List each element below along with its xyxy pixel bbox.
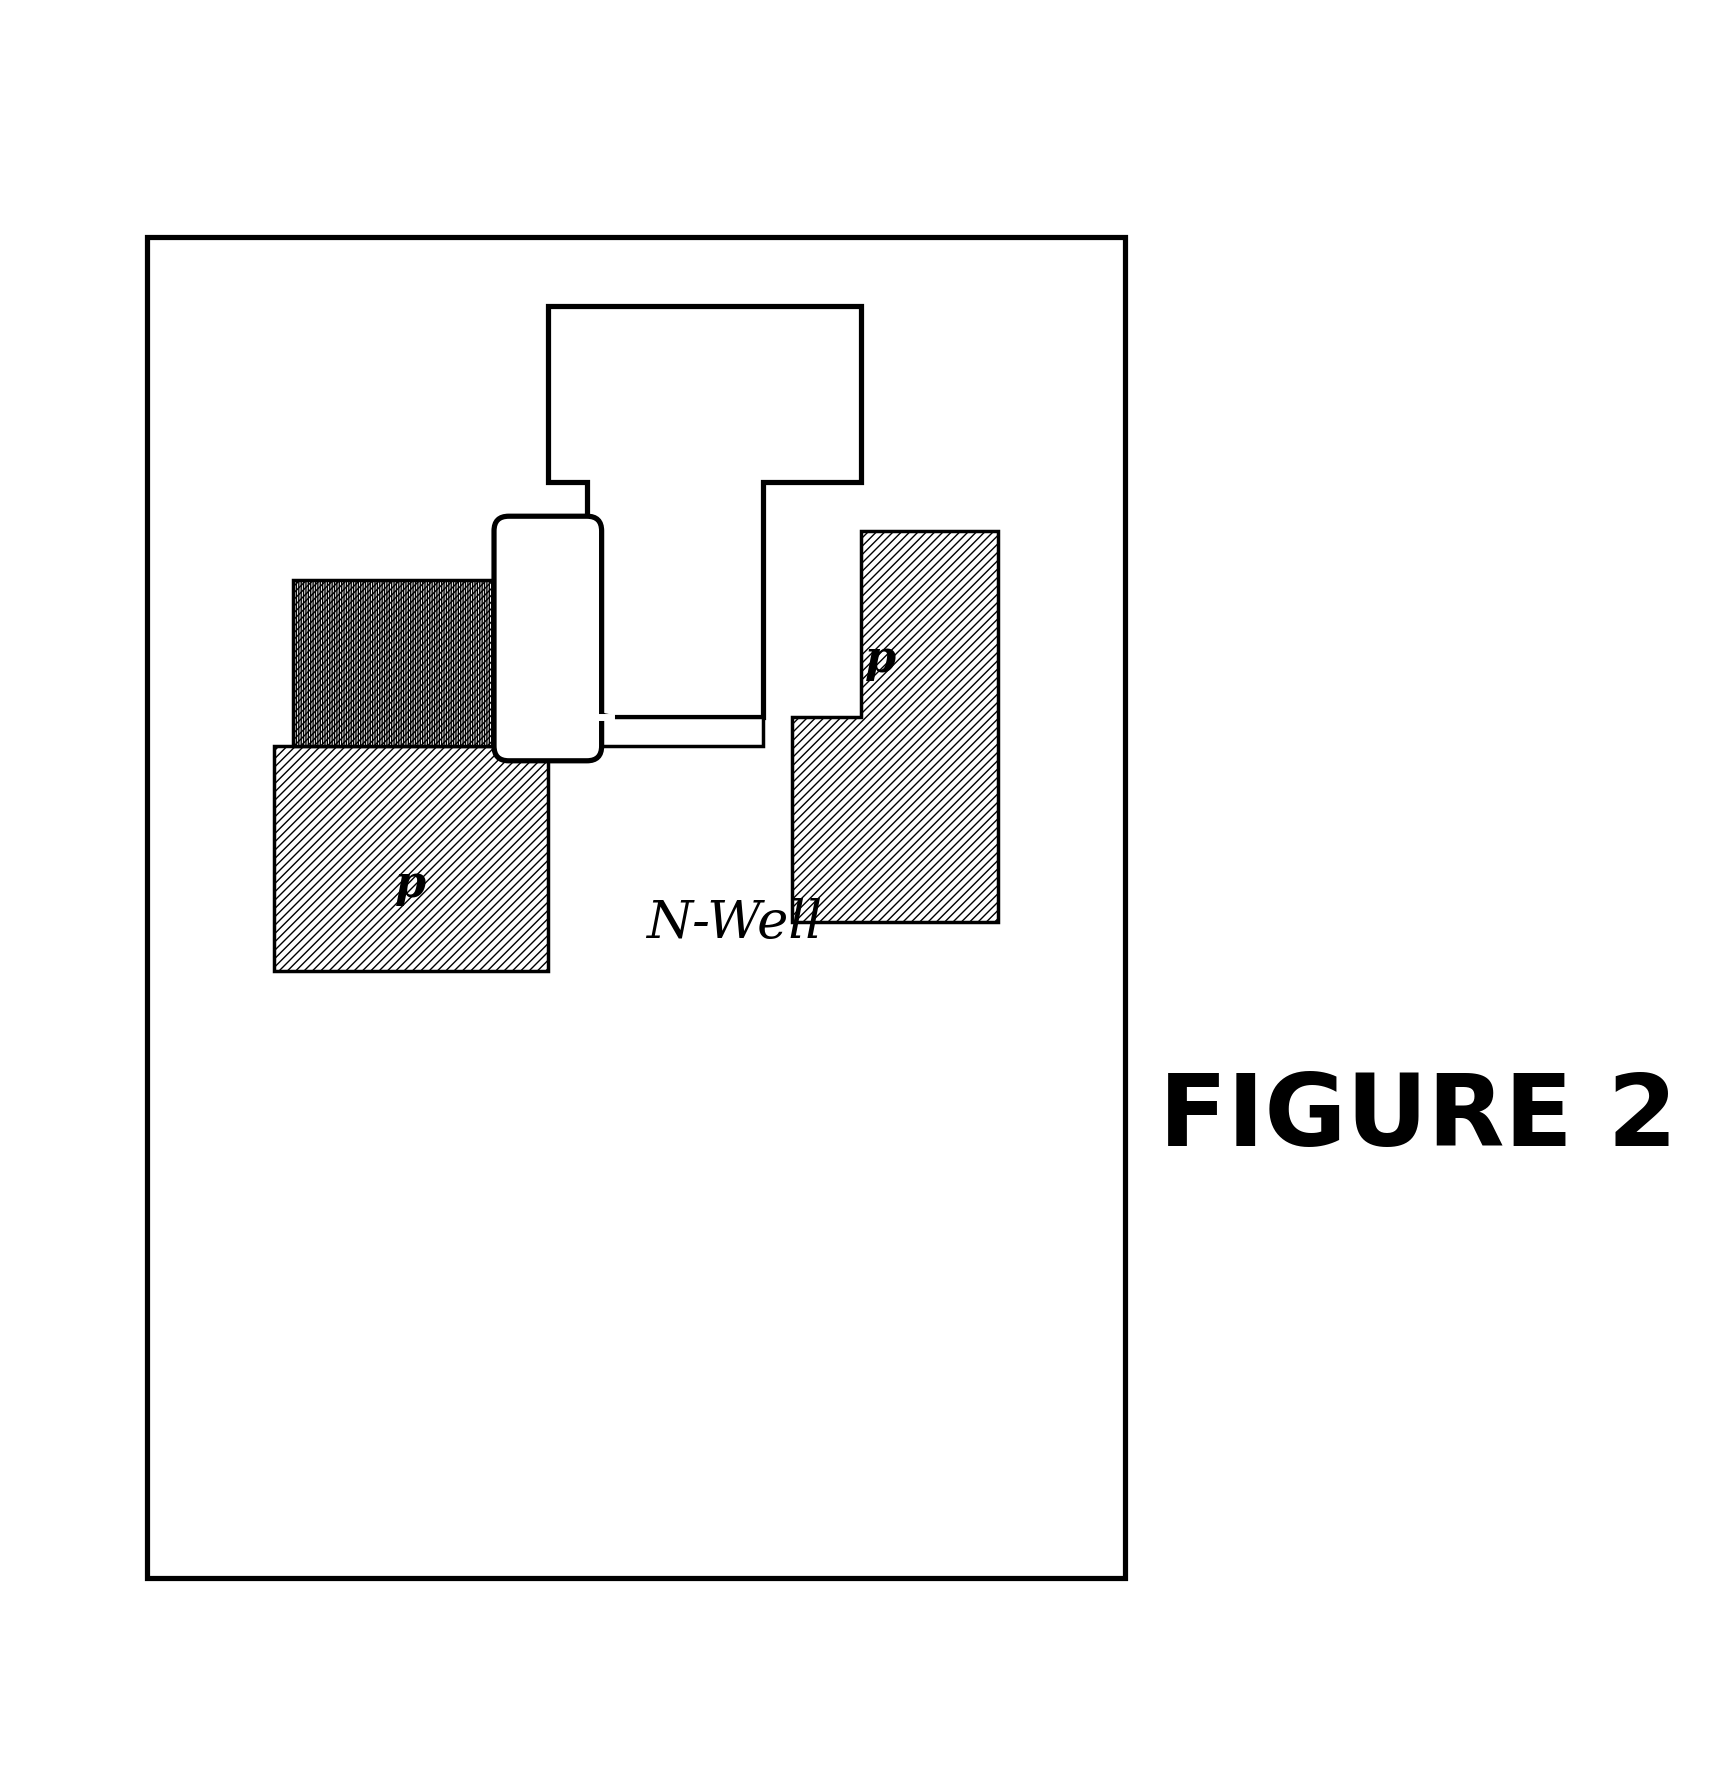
Text: FIGURE 2: FIGURE 2 [1159,1069,1678,1167]
Polygon shape [547,307,861,718]
Text: p: p [864,637,895,681]
Polygon shape [792,532,998,922]
Polygon shape [293,580,539,746]
Polygon shape [587,718,764,746]
FancyBboxPatch shape [494,518,601,761]
Polygon shape [274,746,547,972]
Text: p: p [395,862,426,904]
Text: N-Well: N-Well [646,897,821,949]
